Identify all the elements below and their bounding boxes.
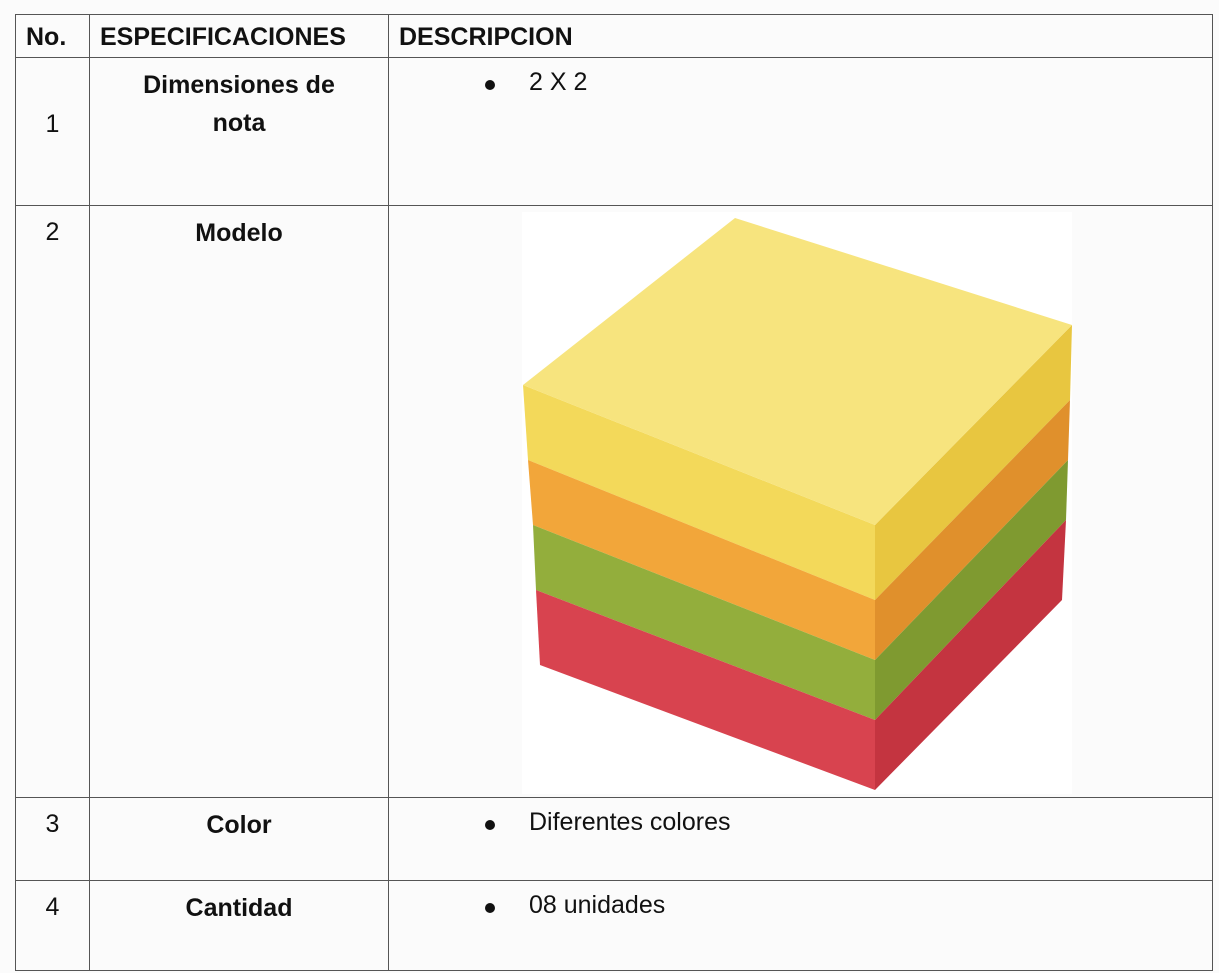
description-cell: 08 unidades <box>388 880 1213 971</box>
bullet-item: 08 unidades <box>485 891 1212 920</box>
layer-green-side <box>875 460 1068 720</box>
layer-orange <box>528 460 875 660</box>
layer-yellow-side <box>875 325 1072 600</box>
bullet-item: Diferentes colores <box>485 808 1212 837</box>
layer-red-side <box>875 520 1066 790</box>
layer-red <box>536 590 875 790</box>
layer-yellow <box>523 385 875 600</box>
layer-orange-side <box>875 400 1070 660</box>
top-face <box>523 218 1072 525</box>
bullet-item: 2 X 2 <box>485 68 1212 97</box>
layer-green <box>533 525 875 720</box>
